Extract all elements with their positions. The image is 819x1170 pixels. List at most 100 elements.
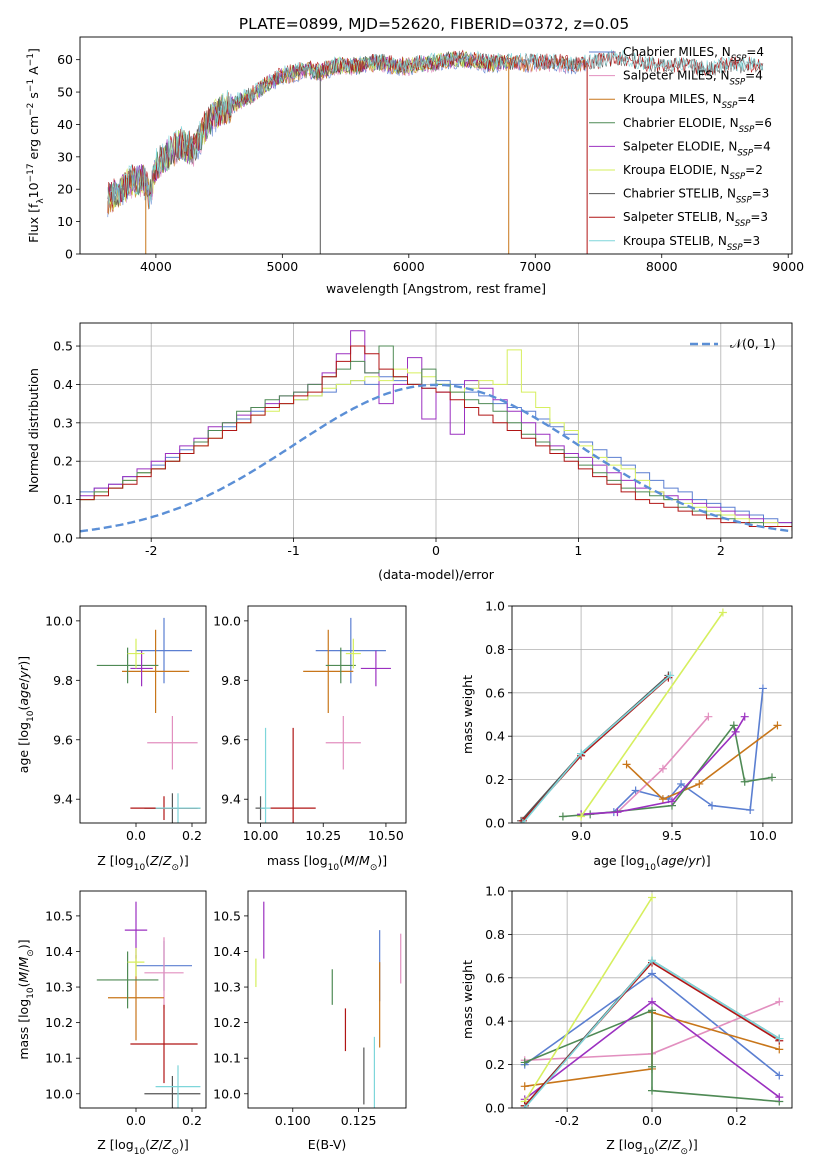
y-axis-label: age [log10(age/yr)] (16, 656, 36, 773)
y-tick-label: 10.3 (213, 980, 241, 995)
x-tick-label: 0.2 (727, 1113, 747, 1128)
y-tick-label: 60 (57, 52, 73, 67)
weight-point-marker (731, 727, 740, 736)
x-axis-label: E(B-V) (308, 1137, 347, 1152)
x-tick-label: 0.2 (182, 1113, 202, 1128)
y-tick-label: 9.4 (53, 792, 73, 807)
weight-point-marker (558, 812, 567, 821)
legend-label: Chabrier STELIB, NSSP=3 (623, 187, 769, 206)
y-tick-label: 0.4 (53, 377, 73, 392)
x-tick-label: 9.0 (571, 828, 591, 843)
x-tick-label: 10.0 (749, 828, 777, 843)
x-tick-label: 9000 (772, 259, 804, 274)
y-tick-label: 0.4 (485, 729, 505, 744)
mass-vs-ebv-panel: 0.100 0.125 10.0 10.1 10.2 10.3 10.4 10.5 E(B-V) (213, 890, 407, 1152)
error-crosses (255, 617, 391, 823)
x-axis-label: mass [log10(M/M⊙)] (267, 853, 387, 873)
figure-title: PLATE=0899, MJD=52620, FIBERID=0372, z=0… (239, 15, 629, 33)
y-tick-label: 0.0 (485, 816, 505, 831)
weight-series-line (522, 677, 669, 822)
y-tick-label: 10.0 (213, 1086, 241, 1101)
spectrum-series-line (107, 49, 764, 209)
weight-vs-metallicity-panel: -0.2 0.0 0.2 0.0 0.2 0.4 0.6 0.8 1.0 Z [log10(Z/Z… (460, 884, 793, 1157)
weight-point-marker (729, 721, 738, 730)
plot-frame (79, 605, 207, 824)
legend-label: Chabrier MILES, NSSP=4 (623, 45, 764, 64)
y-tick-label: 20 (57, 182, 73, 197)
weight-point-marker (658, 795, 667, 804)
y-tick-label: 0.5 (53, 339, 73, 354)
weight-point-marker (775, 1071, 784, 1080)
weight-point-marker (775, 1093, 784, 1102)
y-tick-label: 0.2 (485, 1057, 505, 1072)
x-axis-label: wavelength [Angstrom, rest frame] (326, 281, 546, 296)
plot-frame (511, 890, 793, 1109)
y-tick-label: 10.2 (213, 1015, 241, 1030)
weight-point-marker (740, 712, 749, 721)
y-tick-label: 9.8 (221, 673, 241, 688)
plot-frame (247, 890, 407, 1109)
histogram-series (80, 349, 792, 527)
weight-point-marker (775, 1034, 784, 1043)
x-tick-label: -2 (145, 543, 157, 558)
spectrum-series-line (107, 52, 509, 211)
weight-point-marker (768, 773, 776, 782)
x-tick-label: 0 (432, 543, 440, 558)
weight-point-marker (622, 760, 631, 769)
y-axis-label: mass [log10(M/M⊙)] (16, 939, 36, 1059)
y-tick-label: 0.0 (53, 531, 73, 546)
plot-frame (511, 605, 793, 824)
histogram-series (80, 345, 792, 531)
weight-point-marker (577, 812, 586, 821)
x-tick-label: 1 (574, 543, 582, 558)
weight-point-marker (520, 1104, 529, 1108)
y-tick-label: 0.6 (485, 970, 505, 985)
residuals-panel: -2 -1 0 1 2 0.0 0.1 0.2 0.3 0.4 0.5 𝒩(0, 1) (data-mo… (26, 322, 793, 582)
weight-point-marker (631, 786, 640, 795)
x-axis-label: Z [log10(Z/Z⊙)] (606, 1137, 698, 1157)
x-axis-label: Z [log10(Z/Z⊙)] (97, 1137, 189, 1157)
x-tick-label: 0.0 (642, 1113, 662, 1128)
x-tick-label: -0.2 (555, 1113, 579, 1128)
spectrum-panel: 4000 5000 6000 7000 8000 9000 0 10 20 30 40 50 60 Cha… (26, 36, 804, 296)
weight-point-marker (695, 779, 704, 788)
plot-frame (247, 605, 407, 824)
weight-point-marker (648, 1062, 656, 1071)
weight-point-marker (648, 1086, 656, 1095)
y-tick-label: 10 (57, 214, 73, 229)
x-tick-label: 8000 (646, 259, 678, 274)
legend-label: Salpeter STELIB, NSSP=3 (623, 210, 768, 229)
y-tick-label: 1.0 (485, 884, 505, 899)
weight-series-line (580, 612, 724, 817)
error-crosses (255, 901, 402, 1108)
histogram-series (80, 376, 792, 527)
x-tick-label: 10.25 (305, 828, 341, 843)
normal-curve (80, 383, 792, 533)
histogram-series (80, 345, 792, 531)
y-tick-label: 10.0 (213, 613, 241, 628)
x-tick-label: 0.0 (126, 828, 146, 843)
x-tick-label: 9.5 (662, 828, 682, 843)
spectrum-series-line (107, 53, 587, 213)
weight-point-marker (668, 797, 676, 806)
y-tick-label: 0.8 (485, 927, 505, 942)
weight-point-marker (613, 808, 622, 817)
y-tick-label: 10.2 (45, 1015, 73, 1030)
x-axis-label: (data-model)/error (378, 567, 495, 582)
plot-frame (79, 322, 793, 539)
weight-point-marker (648, 969, 656, 978)
mass-vs-metallicity-panel: 0.0 0.2 10.0 10.1 10.2 10.3 10.4 10.5 Z [log10(Z… (16, 890, 207, 1157)
error-crosses (96, 617, 201, 823)
y-tick-label: 0.2 (53, 454, 73, 469)
y-tick-label: 9.6 (221, 732, 241, 747)
y-tick-label: 0 (65, 247, 73, 262)
weight-point-marker (758, 684, 767, 693)
y-tick-label: 0.1 (53, 492, 73, 507)
weight-point-marker (648, 956, 656, 965)
x-tick-label: 4000 (140, 259, 172, 274)
y-tick-label: 10.3 (45, 980, 73, 995)
y-tick-label: 0.3 (53, 415, 73, 430)
x-tick-label: 0.125 (341, 1113, 377, 1128)
x-tick-label: 2 (717, 543, 725, 558)
